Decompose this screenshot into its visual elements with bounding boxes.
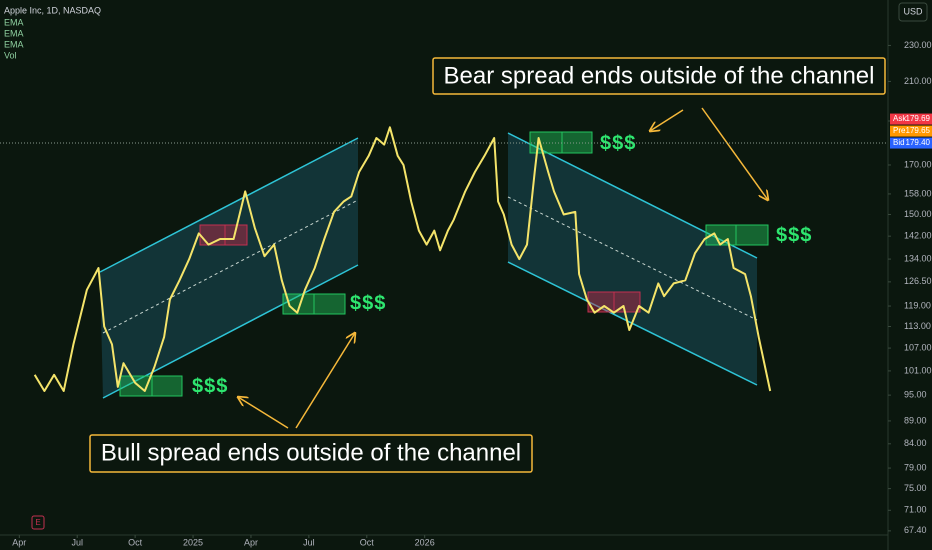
arrow	[238, 397, 289, 429]
indicator: EMA	[4, 39, 24, 49]
y-tick-label: 142.00	[904, 231, 932, 241]
indicator: EMA	[4, 28, 24, 38]
currency-button[interactable]	[898, 2, 928, 22]
green-box	[705, 224, 769, 246]
x-tick-label: Jul	[71, 537, 83, 547]
green-box	[529, 131, 593, 154]
dollar-label: $$$	[350, 292, 386, 314]
price-tag	[890, 113, 932, 125]
y-tick-label: 119.00	[904, 300, 931, 310]
y-tick-label: 107.00	[904, 342, 932, 352]
price-tag-label: 179.40	[906, 138, 931, 147]
y-tick-label: 79.00	[904, 462, 927, 472]
y-tick-label: 113.00	[904, 321, 931, 331]
x-tick-label: Oct	[360, 537, 375, 547]
x-tick-label: Apr	[244, 537, 258, 547]
note-box	[89, 434, 533, 473]
arrow	[650, 109, 684, 131]
y-tick-label: 126.50	[904, 276, 932, 286]
y-tick-label: 230.00	[904, 40, 932, 50]
channel-line	[99, 137, 359, 273]
currency[interactable]: USD	[903, 6, 923, 16]
y-tick-label: 101.00	[904, 365, 932, 375]
dollar-label: $$$	[192, 375, 228, 397]
y-tick-label: 95.00	[904, 390, 927, 400]
x-tick-label: 2026	[415, 537, 435, 547]
green-box	[119, 375, 183, 397]
green-box	[282, 293, 346, 315]
arrow	[295, 333, 355, 429]
chart-title: Apple Inc, 1D, NASDAQ	[4, 5, 101, 15]
dollar-label: $$$	[776, 224, 812, 246]
note: Bull spread ends outside of the channel	[101, 439, 521, 466]
price-tag-name: Pre	[893, 126, 906, 135]
price-tag	[890, 125, 932, 137]
x-tick-label: Apr	[12, 537, 26, 547]
x-tick-label: Oct	[128, 537, 143, 547]
arrow	[701, 107, 768, 200]
x-tick-label: 2025	[183, 537, 203, 547]
y-tick-label: 71.00	[904, 505, 927, 515]
price-tag-label: 179.65	[906, 126, 931, 135]
y-tick-label: 158.00	[904, 188, 932, 198]
indicator: Vol	[4, 50, 17, 60]
earnings-marker[interactable]: E	[35, 518, 40, 527]
y-tick-label: 170.00	[904, 159, 932, 169]
note: Bear spread ends outside of the channel	[444, 62, 875, 89]
earnings-badge[interactable]	[31, 515, 45, 530]
y-tick-label: 67.40	[904, 525, 927, 535]
y-tick-label: 84.00	[904, 438, 927, 448]
channel-midline	[507, 196, 758, 321]
y-tick-label: 210.00	[904, 76, 932, 86]
x-tick-label: Jul	[303, 537, 315, 547]
price-tag	[890, 137, 932, 149]
y-tick-label: 150.00	[904, 209, 932, 219]
dollar-label: $$$	[600, 132, 636, 154]
note-box	[432, 57, 886, 95]
price-tag-label: 179.69	[906, 114, 931, 123]
price-tag-name: Bid	[893, 138, 905, 147]
red-box	[587, 291, 641, 313]
y-tick-label: 89.00	[904, 415, 927, 425]
indicator: EMA	[4, 17, 24, 27]
price-line	[33, 126, 772, 392]
y-tick-label: 134.00	[904, 253, 932, 263]
y-tick-label: 75.00	[904, 483, 927, 493]
price-tag-name: Ask	[893, 114, 907, 123]
